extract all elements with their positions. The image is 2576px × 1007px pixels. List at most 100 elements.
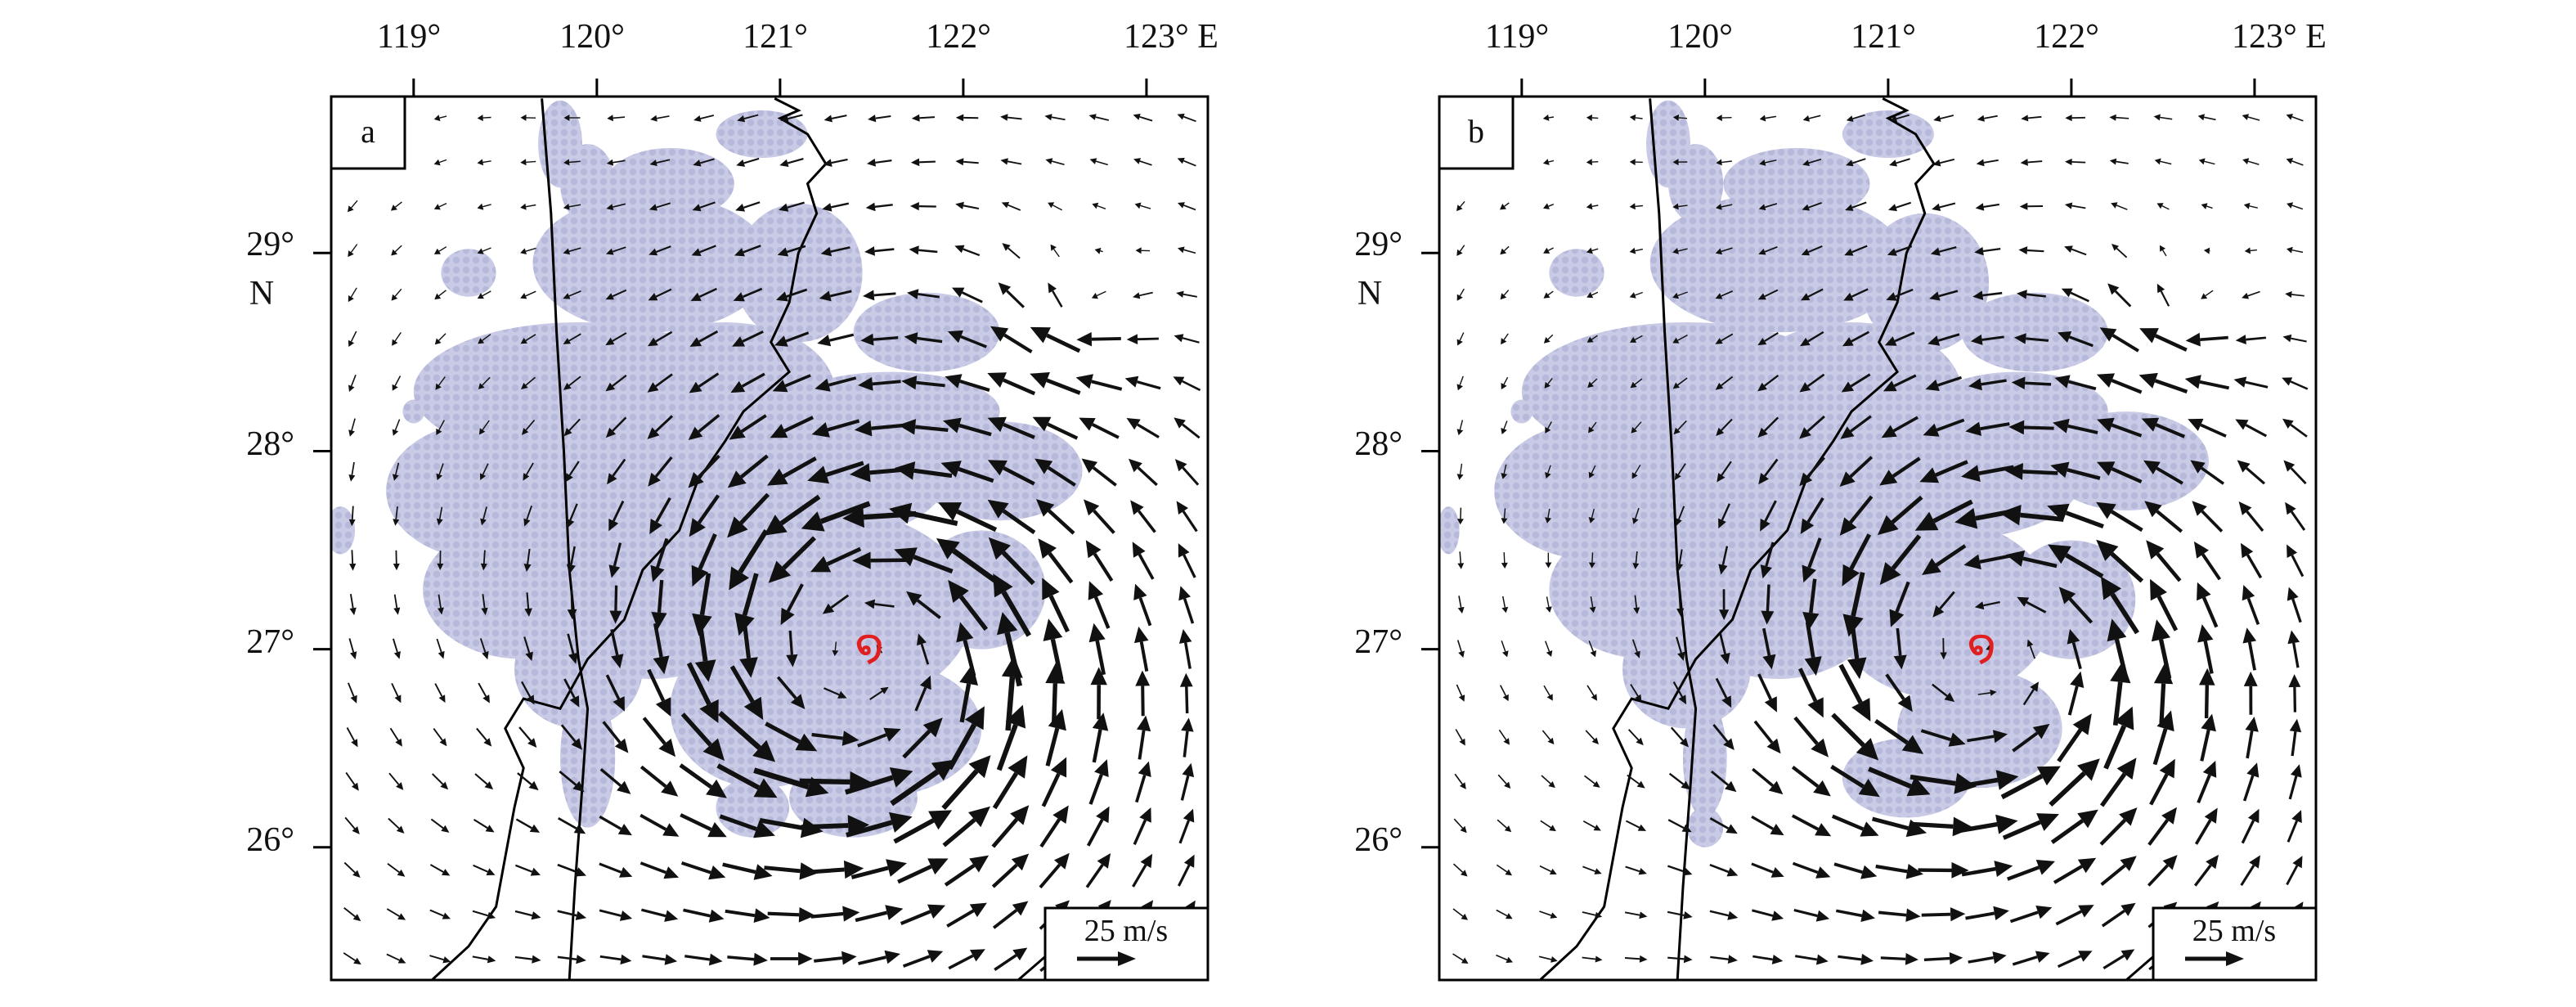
wind-arrow — [898, 858, 949, 882]
wind-arrow — [393, 595, 400, 615]
wind-arrow — [2110, 159, 2129, 165]
wind-arrow — [954, 245, 980, 256]
wind-arrow — [2194, 542, 2220, 579]
wind-arrow — [1178, 202, 1196, 209]
wind-arrow — [1539, 956, 1558, 963]
wind-arrow — [434, 204, 447, 210]
wind-arrow — [2237, 460, 2264, 483]
wind-arrow — [1501, 377, 1508, 389]
lon-labels: 119° 120° 121° 122° 123° E — [377, 18, 1218, 56]
wind-arrow — [727, 953, 768, 966]
longitude-ticks — [414, 79, 1147, 97]
scale-label: 25 m/s — [2192, 914, 2276, 948]
wind-arrow — [1499, 730, 1510, 744]
wind-arrow — [520, 204, 536, 210]
wind-arrow — [2242, 585, 2259, 624]
wind-arrow — [859, 951, 900, 964]
wind-arrow — [956, 115, 979, 122]
wind-arrow — [2239, 501, 2263, 531]
wind-arrow — [348, 462, 355, 482]
wind-arrow — [1630, 248, 1643, 254]
wind-arrow — [814, 951, 856, 965]
wind-arrow — [682, 863, 726, 879]
scale-legend: 25 m/s — [2153, 908, 2316, 980]
wind-arrow — [2242, 158, 2259, 164]
wind-arrow — [2185, 375, 2229, 389]
wind-arrow — [1133, 542, 1153, 579]
wind-arrow — [725, 908, 770, 923]
wind-arrow — [1092, 291, 1106, 299]
wind-arrow — [2245, 247, 2257, 254]
wind-arrow — [2052, 810, 2098, 843]
wind-arrow — [1800, 668, 1824, 717]
wind-arrow — [345, 817, 360, 834]
wind-arrow — [1542, 731, 1554, 744]
wind-arrow — [2242, 292, 2260, 299]
lon-label: 122° — [2034, 18, 2099, 56]
wind-arrow — [779, 159, 803, 167]
wind-arrow — [1030, 372, 1080, 393]
wind-arrow — [434, 247, 447, 254]
wind-arrow — [640, 863, 679, 879]
wind-arrow — [1793, 863, 1831, 878]
wind-arrow — [1129, 459, 1157, 485]
wind-arrow — [2201, 203, 2213, 209]
wind-arrow — [429, 955, 451, 963]
wind-arrow — [2186, 333, 2228, 347]
wind-arrow — [1088, 581, 1109, 628]
wind-arrow — [684, 954, 722, 966]
wind-arrow — [437, 639, 444, 659]
lat-label: 26° — [1354, 821, 1402, 859]
wind-arrow — [348, 200, 357, 212]
longitude-ticks — [1522, 79, 2255, 97]
wind-arrow — [2192, 501, 2222, 531]
precip-blob — [1549, 249, 1604, 296]
wind-arrow — [999, 282, 1024, 307]
wind-arrow — [2243, 627, 2257, 670]
wind-arrow — [388, 864, 405, 877]
wind-arrow — [770, 952, 813, 966]
wind-arrow — [2021, 159, 2043, 166]
wind-arrow — [867, 159, 891, 167]
wind-arrow — [1002, 202, 1021, 210]
wind-arrow — [735, 202, 760, 211]
wind-arrow — [2139, 328, 2187, 350]
wind-arrow — [1544, 335, 1553, 344]
precip-blob — [854, 293, 1000, 372]
wind-arrow — [1976, 203, 1999, 210]
wind-arrow — [392, 332, 401, 345]
typhoon-symbol-icon: ໑ — [855, 621, 884, 672]
wind-arrow — [1541, 820, 1556, 831]
wind-arrow — [1133, 114, 1153, 121]
wind-arrow — [1752, 955, 1783, 964]
wind-arrow — [1453, 954, 1469, 964]
wind-arrow — [1454, 819, 1466, 833]
wind-arrow — [2008, 860, 2055, 879]
wind-arrow — [1177, 501, 1197, 531]
wind-arrow — [1135, 203, 1151, 209]
wind-arrow — [1630, 292, 1643, 299]
wind-arrow — [2011, 906, 2053, 922]
lat-label: 26° — [246, 821, 294, 859]
wind-arrow — [1174, 334, 1200, 343]
wind-arrow — [599, 816, 632, 835]
wind-arrow — [1752, 910, 1784, 921]
wind-arrow — [430, 910, 451, 919]
wind-arrow — [392, 289, 402, 300]
panel-label-box: b — [1439, 97, 1513, 169]
wind-arrow — [1174, 417, 1199, 438]
wind-arrow — [1458, 596, 1465, 614]
wind-arrow — [344, 863, 360, 879]
wind-arrow — [520, 248, 536, 254]
wind-arrow — [994, 901, 1028, 928]
precip-blob — [1510, 400, 1533, 424]
wind-arrow — [1582, 866, 1601, 874]
wind-arrow — [1759, 674, 1777, 713]
wind-arrow — [2157, 284, 2169, 307]
wind-arrow — [824, 115, 847, 123]
wind-arrow — [1051, 245, 1060, 257]
wind-arrow — [478, 159, 491, 165]
panel-label: a — [361, 113, 375, 150]
wind-arrow — [1048, 283, 1061, 308]
wind-arrow — [1134, 807, 1151, 844]
